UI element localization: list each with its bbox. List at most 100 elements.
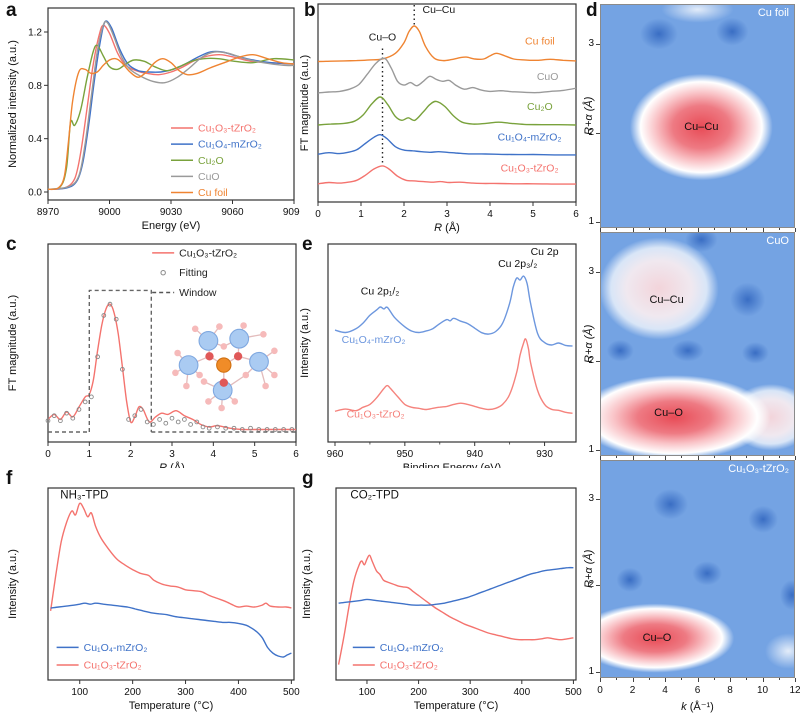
heatmap-x-tick-label: 0 (597, 685, 603, 696)
x-tick-label: 300 (462, 687, 479, 698)
x-tick-label: 3 (169, 449, 175, 460)
panel-d-wavelet-maps: d Cu foil Cu–Cu 3 2 1 R+α (Å) CuO Cu–Cu Cu–O 3 2 1 R… (582, 0, 800, 719)
panel-letter-f: f (6, 468, 13, 489)
x-tick-label: 0 (45, 449, 51, 460)
plot-frame (47, 7, 295, 201)
series-line-Cu₁O₄-mZrO₂ (317, 133, 576, 156)
panel-letter-e: e (302, 234, 313, 255)
heatmap-y-axis-label: R+α (Å) (583, 549, 595, 589)
x-tick-label: 2 (128, 449, 134, 460)
heatmap-x-tick (616, 228, 618, 230)
shell-annotation: Cu–Cu (649, 293, 684, 306)
heatmap-x-tick (713, 228, 715, 230)
heatmap-x-tick (681, 228, 683, 230)
series-line-Cu₂O (47, 44, 295, 190)
heatmap-x-tick (697, 678, 699, 682)
heatmap-y-tick (596, 132, 600, 134)
oxygen-atoms-bridging (205, 352, 243, 387)
x-tick-label: 5 (530, 209, 536, 220)
heatmap-x-tick (778, 678, 780, 680)
chart-b-exafs-ft: 0 1 2 3 4 5 6 R (Å) FT magnitude (a.u.) Cu–O Cu–Cu… (300, 3, 579, 234)
heatmap-x-tick-label: 6 (694, 685, 701, 696)
series-line-Cu₁O₃-tZrO₂ (334, 338, 573, 414)
x-tick-label: 500 (283, 687, 300, 698)
series-line-CuO (47, 20, 295, 190)
legend-label: Cu₁O₃-tZrO₂ (179, 247, 237, 259)
heatmap-Cu₁O₃-tZrO₂: Cu₁O₃-tZrO₂ Cu–O (600, 460, 795, 678)
heatmap-x-tick (746, 678, 748, 680)
legend-label: Cu₁O₃-tZrO₂ (198, 123, 256, 135)
heatmap-x-tick (616, 456, 618, 458)
heatmap-y-tick (596, 449, 600, 451)
x-tick-label: 6 (573, 209, 579, 220)
x-tick-label: 0 (315, 209, 321, 220)
x-tick-label: 9000 (98, 207, 121, 218)
heatmap-x-tick (697, 456, 699, 460)
panel-f-nh3-tpd: f 100 200 300 400 500 Temperature (°C) Intensi… (2, 468, 300, 719)
x-tick-label: 8970 (37, 207, 60, 218)
x-tick-label: 3 (444, 209, 450, 220)
heatmap-x-tick (762, 678, 764, 682)
y-axis-label: Normalized intensity (a.u.) (7, 40, 19, 168)
heatmap-x-tick (665, 228, 666, 232)
x-tick-label: 300 (177, 687, 194, 698)
y-tick-label: 0.4 (28, 134, 42, 145)
axis-label: Temperature (°C) (414, 700, 498, 712)
heatmap-x-tick (665, 456, 666, 460)
zirconium-atoms (178, 328, 269, 401)
heatmap-y-tick (596, 272, 600, 273)
series-line-Cu foil (317, 25, 577, 63)
heatmap-x-tick (746, 228, 748, 230)
annotation: Cu 2p (531, 246, 559, 258)
legend-label: Cu₁O₃-tZrO₂ (380, 660, 438, 672)
heatmap-x-tick (616, 678, 618, 680)
heatmap-x-tick-label: 8 (727, 685, 733, 696)
heatmap-x-tick (713, 456, 715, 458)
heatmap-y-tick (596, 585, 600, 587)
legend-label: Cu₁O₄-mZrO₂ (84, 642, 148, 654)
axis-label: Binding Energy (eV) (403, 462, 501, 468)
heatmap-x-tick (632, 678, 634, 682)
heatmap-CuO: CuO Cu–Cu Cu–O (600, 232, 795, 456)
legend-label: Cu₁O₃-tZrO₂ (84, 660, 142, 672)
series-line-Cu foil (47, 53, 295, 191)
panel-c-ft-fitting: c 0 1 2 3 4 5 6 R (Å) FT magnitude (a.u.) Cu₁O₃-t… (2, 234, 300, 468)
series-scatter-Fitting (45, 301, 295, 432)
panel-b-exafs-ft: b 0 1 2 3 4 5 6 R (Å) FT magnitude (a.u.) Cu–O Cu–… (300, 0, 582, 234)
heatmap-title: Cu foil (757, 7, 789, 19)
heatmap-x-tick (730, 228, 731, 232)
legend-label: CuO (198, 171, 220, 183)
panel-letter-a: a (6, 0, 17, 21)
plot-frame (335, 487, 577, 681)
heatmap-y-tick (596, 671, 600, 673)
x-tick-label: 9060 (221, 207, 244, 218)
heatmap-x-tick (697, 228, 699, 232)
shell-annotation: Cu–O (654, 406, 683, 419)
annotation: Cu₂O (527, 101, 553, 113)
annotation: Cu 2p₁/₂ (361, 285, 400, 297)
x-tick-label: 960 (327, 449, 344, 460)
chart-c-ft-fitting: 0 1 2 3 4 5 6 R (Å) FT magnitude (a.u.) Cu₁O₃-tZr… (7, 243, 299, 468)
heatmap-y-axis-label: R+α (Å) (583, 324, 595, 364)
y-axis-label: FT magnitude (a.u.) (300, 55, 311, 151)
heatmap-y-axis-label: R+α (Å) (583, 96, 595, 136)
annotation: Cu foil (525, 36, 555, 48)
series-line-Cu₁O₄-mZrO₂ (50, 602, 292, 658)
annotation: Cu₁O₃-tZrO₂ (501, 162, 559, 174)
heatmap-x-tick-label: 2 (629, 685, 636, 696)
x-tick-label: 950 (397, 449, 414, 460)
heatmap-stack: Cu foil Cu–Cu 3 2 1 R+α (Å) CuO Cu–Cu Cu–O 3 2 1 R+α… (582, 0, 800, 719)
heatmap-y-tick-label: 1 (588, 665, 594, 677)
y-tick-label: 1.2 (28, 28, 42, 39)
molecule-inset-icon (172, 322, 278, 412)
annotation: CuO (537, 71, 559, 83)
heatmap-x-tick (648, 228, 650, 230)
heatmap-x-tick-label: 10 (756, 685, 769, 696)
annotation: Cu₁O₄-mZrO₂ (342, 334, 406, 346)
series-line-CuO (317, 57, 577, 94)
heatmap-x-tick (746, 456, 748, 458)
shell-annotation: Cu–Cu (684, 121, 719, 134)
